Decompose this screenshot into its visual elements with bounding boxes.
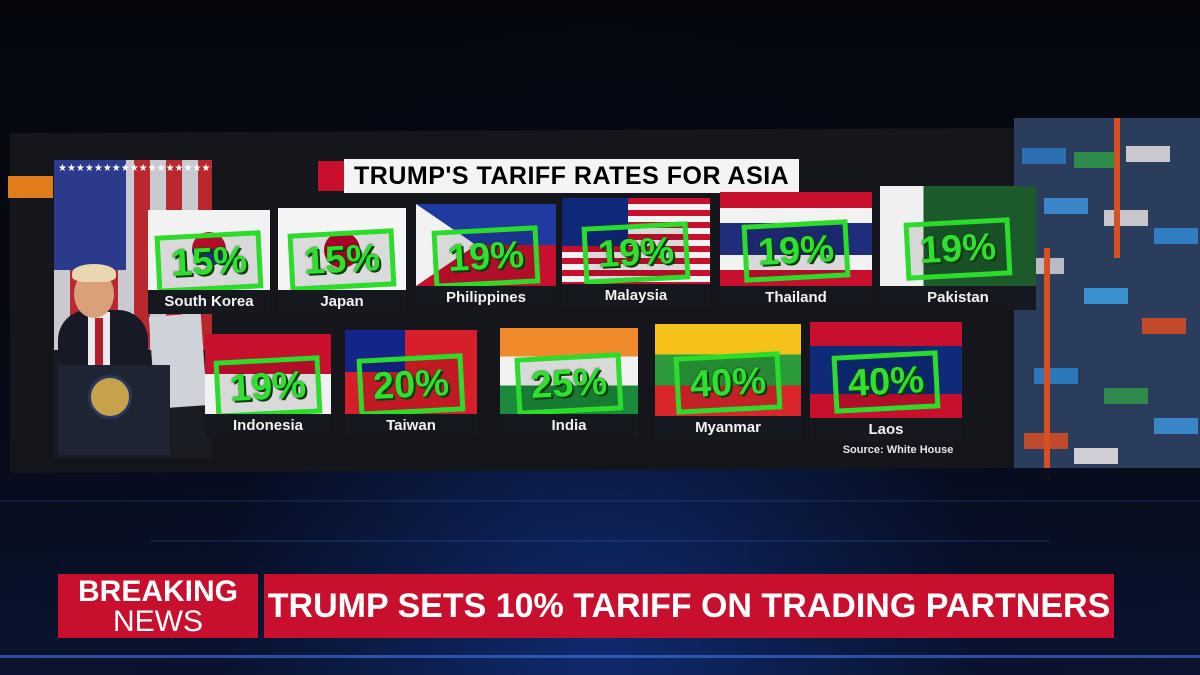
country-label: Myanmar <box>655 416 801 440</box>
floor-line <box>150 540 1050 542</box>
country-card-malaysia: 19% Malaysia <box>562 198 710 308</box>
country-label: South Korea <box>148 290 270 314</box>
country-card-indonesia: 19% Indonesia <box>205 334 331 440</box>
crane-leg <box>1044 248 1050 468</box>
accent-tab <box>8 176 53 198</box>
graphic-title: TRUMP'S TARIFF RATES FOR ASIA <box>318 154 823 198</box>
rate-badge: 19% <box>213 355 323 419</box>
rate-badge: 19% <box>431 225 541 289</box>
us-flag-canton: ★★★★★★★★★★★★★★★★★★★★★★★★★★★★★★ <box>54 160 212 270</box>
flag-myanmar <box>655 324 801 416</box>
container-crate <box>1154 228 1198 244</box>
rate-badge: 25% <box>514 352 624 416</box>
presidential-seal-icon <box>88 375 132 419</box>
flag-south-korea <box>148 210 270 290</box>
crane-leg <box>1114 118 1120 258</box>
container-crate <box>1104 388 1148 404</box>
rate-badge: 15% <box>154 230 264 294</box>
country-label: Thailand <box>720 286 872 310</box>
container-crate <box>1084 288 1128 304</box>
country-card-pakistan: 19% Pakistan <box>880 186 1036 312</box>
country-label: Indonesia <box>205 414 331 438</box>
country-card-south-korea: 15% South Korea <box>148 210 270 314</box>
container-crate <box>1044 198 1088 214</box>
flag-laos <box>810 322 962 418</box>
rate-badge: 19% <box>903 217 1013 281</box>
container-crate <box>1154 418 1198 434</box>
news-label: NEWS <box>113 605 203 638</box>
flag-pakistan <box>880 186 1036 286</box>
containers-photo <box>1014 118 1200 468</box>
country-label: Malaysia <box>562 284 710 308</box>
headline-bar: TRUMP SETS 10% TARIFF ON TRADING PARTNER… <box>264 574 1114 638</box>
country-label: Laos <box>810 418 962 442</box>
speaker-hair <box>72 264 116 282</box>
container-crate <box>1074 448 1118 464</box>
source-note: Source: White House <box>842 444 954 456</box>
flag-thailand <box>720 192 872 286</box>
rate-badge: 19% <box>741 219 851 283</box>
country-card-philippines: 19% Philippines <box>416 204 556 310</box>
flag-indonesia <box>205 334 331 414</box>
rate-badge: 20% <box>356 353 466 417</box>
country-card-myanmar: 40% Myanmar <box>655 324 801 442</box>
rate-badge: 40% <box>831 350 941 414</box>
breaking-news-badge: BREAKING NEWS <box>58 574 258 638</box>
flag-japan <box>278 208 406 290</box>
flag-philippines <box>416 204 556 286</box>
speaker-tie <box>95 318 103 366</box>
country-label: India <box>500 414 638 438</box>
rate-badge: 19% <box>581 221 691 285</box>
floor-line <box>0 655 1200 658</box>
container-crate <box>1034 368 1078 384</box>
country-label: Taiwan <box>345 414 477 438</box>
floor-line <box>0 500 1200 502</box>
title-accent <box>318 161 344 191</box>
country-card-india: 25% India <box>500 328 638 440</box>
container-crate <box>1104 210 1148 226</box>
country-card-laos: 40% Laos <box>810 322 962 442</box>
container-crate <box>1074 152 1118 168</box>
flag-malaysia <box>562 198 710 284</box>
container-crate <box>1142 318 1186 334</box>
title-text: TRUMP'S TARIFF RATES FOR ASIA <box>344 159 800 193</box>
container-crate <box>1126 146 1170 162</box>
country-label: Pakistan <box>880 286 1036 310</box>
flag-taiwan <box>345 330 477 414</box>
country-card-taiwan: 20% Taiwan <box>345 330 477 440</box>
rate-badge: 40% <box>673 351 783 415</box>
country-label: Japan <box>278 290 406 314</box>
country-label: Philippines <box>416 286 556 310</box>
country-card-thailand: 19% Thailand <box>720 192 872 310</box>
container-crate <box>1022 148 1066 164</box>
country-card-japan: 15% Japan <box>278 208 406 314</box>
rate-badge: 15% <box>287 228 397 292</box>
flag-india <box>500 328 638 414</box>
breaking-label: BREAKING <box>77 575 238 608</box>
